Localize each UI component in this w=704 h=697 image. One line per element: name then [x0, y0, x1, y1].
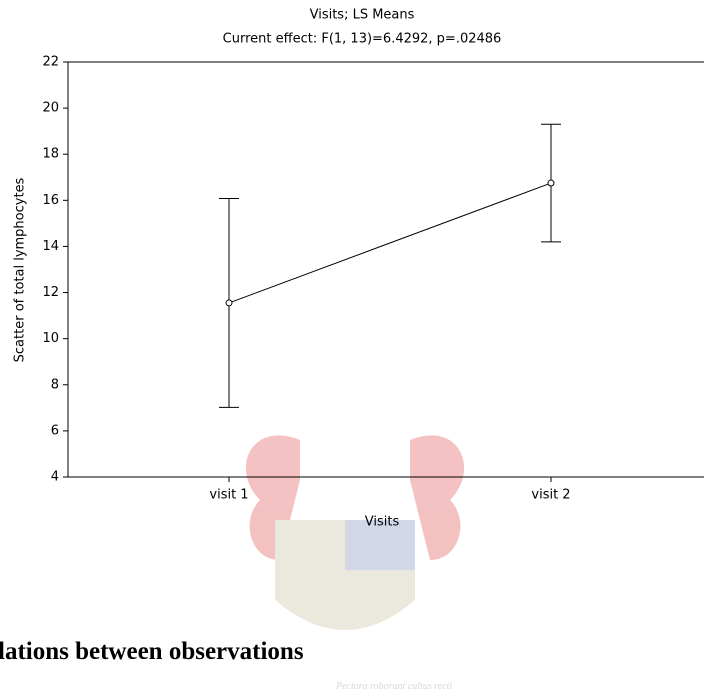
- y-axis-label: Scatter of total lymphocytes: [13, 177, 28, 362]
- y-tick-label: 20: [42, 101, 59, 116]
- y-tick-label: 16: [42, 193, 59, 208]
- mean-point: [225, 299, 233, 307]
- x-tick-label: visit 2: [531, 488, 570, 503]
- x-tick-label: visit 1: [209, 488, 248, 503]
- y-tick-label: 6: [51, 423, 59, 438]
- watermark: [245, 435, 465, 630]
- mean-line: [228, 182, 552, 304]
- y-tick-label: 4: [51, 470, 59, 485]
- y-tick-label: 8: [51, 377, 59, 392]
- chart-title: Visits; LS Means: [310, 8, 415, 23]
- watermark-quarter: [345, 520, 415, 570]
- section-heading: lations between observations: [0, 638, 304, 665]
- y-tick-label: 18: [42, 147, 59, 162]
- watermark-mantling: [410, 435, 465, 560]
- watermark-motto: Pectora roborant cultus recti: [336, 681, 453, 692]
- mean-point: [547, 179, 555, 187]
- chart-subtitle: Current effect: F(1, 13)=6.4292, p=.0248…: [223, 32, 502, 47]
- y-tick-label: 10: [42, 331, 59, 346]
- y-tick-label: 12: [42, 285, 59, 300]
- y-tick-label: 14: [42, 239, 59, 254]
- watermark-mantling: [245, 435, 300, 560]
- y-tick-label: 22: [42, 55, 59, 70]
- x-axis-label: Visits: [365, 515, 400, 530]
- watermark-shield: [275, 520, 415, 630]
